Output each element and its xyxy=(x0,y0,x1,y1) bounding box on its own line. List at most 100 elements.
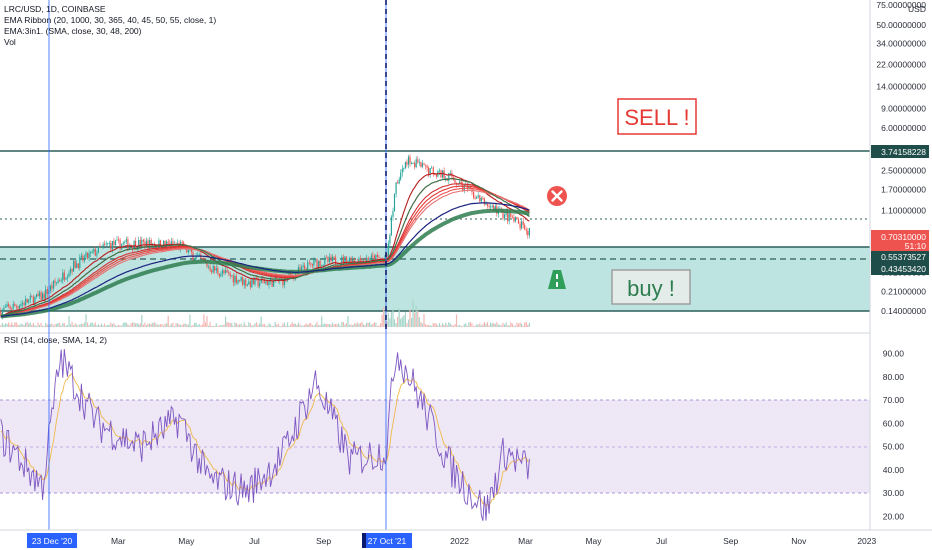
candle-body xyxy=(269,278,272,281)
candle-body xyxy=(486,203,489,206)
volume-bar xyxy=(265,325,267,327)
time-axis[interactable]: Mar May Jul Sep 2022 Mar May Jul Sep Nov 2023 xyxy=(111,536,877,546)
volume-bar xyxy=(206,316,208,327)
ema-30-line xyxy=(0,178,530,317)
volume-bar xyxy=(310,323,312,327)
volume-bar xyxy=(14,322,16,327)
candle-body xyxy=(302,265,304,268)
legend-ema-3in1[interactable]: EMA:3in1. (SMA, close, 30, 48, 200) xyxy=(4,26,142,36)
candle-body xyxy=(131,245,134,249)
candle-body xyxy=(218,273,220,277)
candle-body xyxy=(243,279,245,285)
volume-bar xyxy=(445,322,447,327)
time-highlight-right-text: 27 Oct '21 xyxy=(368,536,407,546)
candle-body xyxy=(273,279,275,287)
volume-bar xyxy=(282,323,284,327)
rsi-tick-label: 40.00 xyxy=(883,465,905,475)
price-tick-label: 75.00000000 xyxy=(876,0,926,10)
volume-bar xyxy=(52,325,55,327)
volume-bar xyxy=(424,324,427,327)
candle-body xyxy=(521,221,523,229)
volume-bar xyxy=(73,325,75,327)
candle-body xyxy=(102,244,104,247)
candle-body xyxy=(66,276,68,278)
candle-body xyxy=(434,174,436,175)
buy-annotation[interactable]: buy ! xyxy=(611,269,691,305)
candle-body xyxy=(524,225,526,230)
candle-body xyxy=(234,276,236,283)
volume-bar xyxy=(429,325,431,327)
candle-body xyxy=(249,281,251,287)
candle-body xyxy=(282,279,284,286)
candle-body xyxy=(164,240,166,246)
price-tick-label: 1.70000000 xyxy=(881,184,926,194)
candle-body xyxy=(432,167,434,174)
volume-bar xyxy=(412,299,414,327)
candle-body xyxy=(266,281,268,286)
candle-body xyxy=(242,276,244,285)
volume-bar xyxy=(155,323,157,327)
volume-bar xyxy=(527,324,529,327)
time-highlight-left-bg xyxy=(27,533,77,548)
volume-bar xyxy=(176,323,179,327)
volume-bar xyxy=(257,324,259,327)
volume-bar xyxy=(280,326,282,327)
candle-body xyxy=(462,184,464,191)
volume-bar xyxy=(211,325,213,327)
volume-bar xyxy=(352,325,354,327)
support-lower-tag-bg xyxy=(871,263,929,275)
candle-body xyxy=(330,256,332,261)
candle-body xyxy=(274,276,276,280)
legend-ema-ribbon[interactable]: EMA Ribbon (20, 1000, 30, 365, 40, 45, 5… xyxy=(4,15,216,25)
candle-body xyxy=(390,216,392,235)
volume-bar xyxy=(517,323,520,327)
volume-bar xyxy=(172,322,174,327)
price-tick-label: 0.14000000 xyxy=(881,306,926,316)
candle-body xyxy=(256,277,258,279)
candle-body xyxy=(40,292,42,300)
candle-body xyxy=(91,251,93,253)
candle-body xyxy=(245,279,247,286)
volume-bar xyxy=(511,323,513,327)
sell-annotation[interactable]: SELL ! xyxy=(617,98,697,135)
volume-bar xyxy=(249,323,251,327)
volume-bar xyxy=(300,325,303,327)
candle-body xyxy=(214,266,216,271)
price-tick-label: 14.00000000 xyxy=(876,82,926,92)
volume-bar xyxy=(469,322,472,327)
volume-bar xyxy=(94,322,96,327)
volume-bar xyxy=(373,322,375,327)
legend-rsi[interactable]: RSI (14, close, SMA, 14, 2) xyxy=(4,335,107,345)
candle-body xyxy=(43,293,45,299)
volume-bar xyxy=(347,316,349,327)
candle-body xyxy=(342,257,344,264)
volume-bar xyxy=(17,324,19,327)
legend-vol[interactable]: Vol xyxy=(4,37,16,47)
candle-body xyxy=(240,276,242,281)
volume-bar xyxy=(225,316,227,327)
volume-bar xyxy=(404,311,406,327)
volume-bar xyxy=(372,323,374,327)
volume-bar xyxy=(383,307,385,327)
candle-body xyxy=(235,276,237,284)
volume-bar xyxy=(88,325,90,327)
volume-bar xyxy=(178,324,180,327)
volume-bar xyxy=(324,323,326,327)
time-highlight-left: 23 Dec '20 xyxy=(27,533,77,548)
volume-bar xyxy=(54,324,56,327)
volume-bar xyxy=(293,323,295,327)
time-tick-label: Mar xyxy=(111,536,126,546)
volume-bar xyxy=(505,322,507,327)
candle-body xyxy=(344,256,346,264)
legend-symbol[interactable]: LRC/USD, 1D, COINBASE xyxy=(4,4,106,14)
volume-bar xyxy=(390,312,392,327)
candle-body xyxy=(349,258,351,262)
candle-body xyxy=(142,239,144,242)
volume-bar xyxy=(166,323,168,327)
volume-bar xyxy=(34,325,36,327)
candle-body xyxy=(231,275,233,277)
candle-body xyxy=(107,243,109,245)
volume-bar xyxy=(285,325,287,327)
candle-body xyxy=(263,280,265,284)
